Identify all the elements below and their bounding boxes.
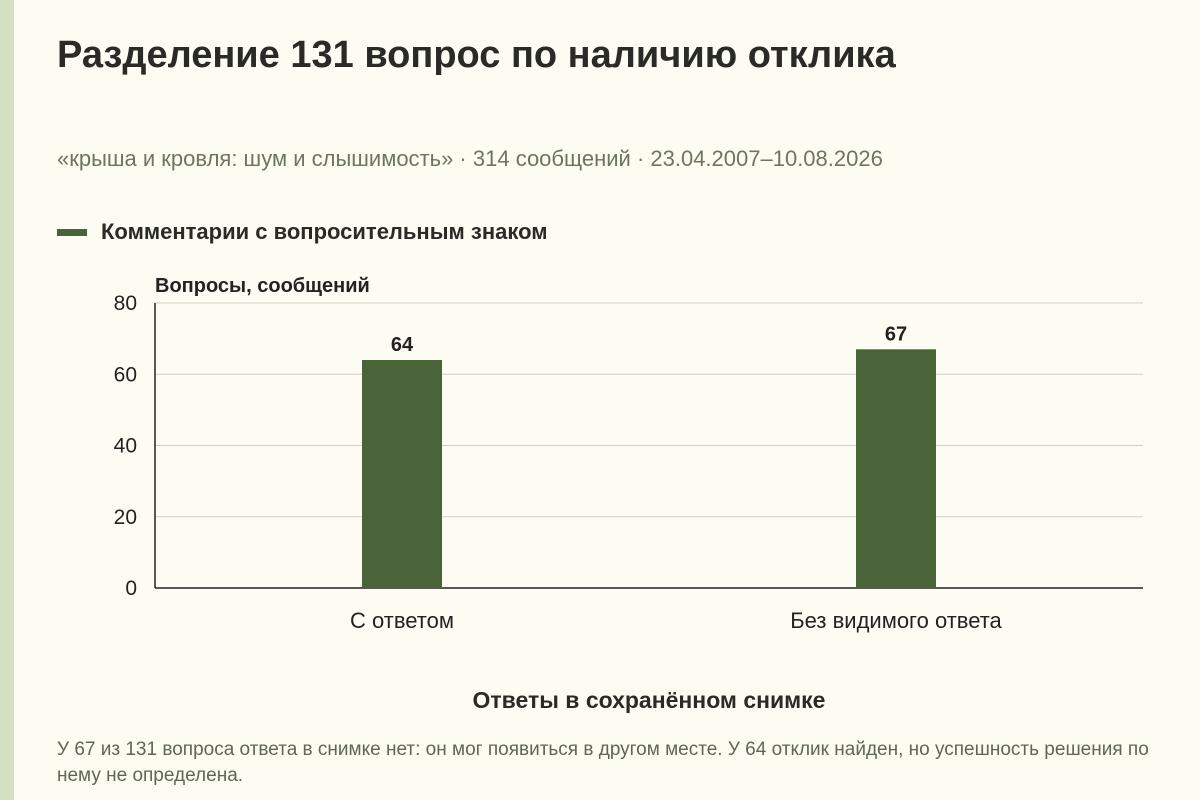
page-title: Разделение 131 вопрос по наличию отклика [57, 34, 896, 76]
side-accent-stripe [0, 0, 14, 800]
legend-label: Комментарии с вопросительным знаком [101, 219, 548, 244]
y-tick-label: 60 [114, 363, 137, 386]
x-tick-label: С ответом [350, 608, 454, 633]
y-tick-label: 0 [125, 577, 137, 600]
y-tick-label: 40 [114, 435, 137, 458]
bar-value-label: 67 [885, 323, 907, 345]
bar [362, 360, 442, 588]
bar-value-label: 64 [391, 334, 414, 356]
y-axis-label: Вопросы, сообщений [155, 275, 370, 297]
legend-swatch [57, 228, 87, 236]
y-tick-label: 80 [114, 292, 137, 315]
page-subtitle: «крыша и кровля: шум и слышимость» · 314… [57, 146, 883, 171]
x-axis-label: Ответы в сохранённом снимке [473, 687, 826, 713]
bar [856, 349, 936, 588]
x-tick-label: Без видимого ответа [790, 608, 1002, 633]
footnote: У 67 из 131 вопроса ответа в снимке нет:… [57, 739, 1149, 786]
y-tick-label: 20 [114, 506, 137, 529]
legend: Комментарии с вопросительным знаком [57, 219, 548, 245]
